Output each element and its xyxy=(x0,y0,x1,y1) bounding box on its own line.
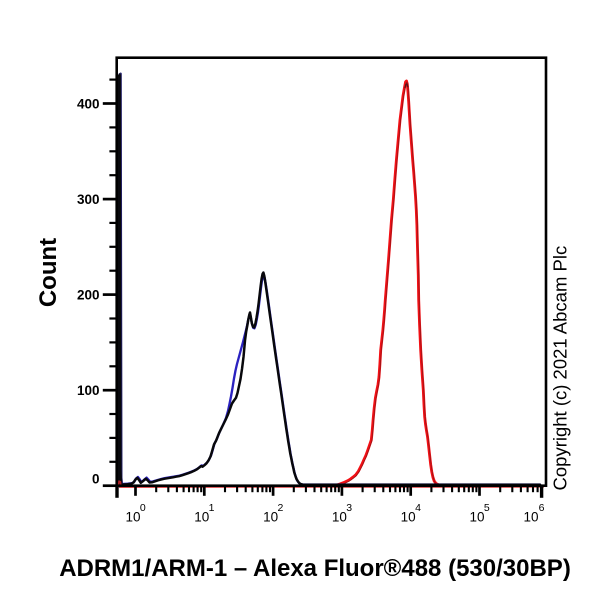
svg-text:3: 3 xyxy=(346,502,352,514)
svg-text:10: 10 xyxy=(263,510,278,525)
svg-text:10: 10 xyxy=(194,510,209,525)
svg-text:10: 10 xyxy=(125,510,140,525)
svg-text:200: 200 xyxy=(77,287,100,302)
svg-text:4: 4 xyxy=(415,502,421,514)
svg-text:10: 10 xyxy=(469,510,484,525)
svg-text:400: 400 xyxy=(77,96,100,111)
svg-text:10: 10 xyxy=(332,510,347,525)
svg-text:Copyright (c) 2021 Abcam Plc: Copyright (c) 2021 Abcam Plc xyxy=(550,246,571,491)
svg-text:10: 10 xyxy=(401,510,416,525)
svg-text:300: 300 xyxy=(77,192,100,207)
svg-text:Count: Count xyxy=(35,238,62,307)
svg-text:5: 5 xyxy=(484,502,490,514)
svg-text:10: 10 xyxy=(523,510,538,525)
svg-text:ADRM1/ARM-1 – Alexa Fluor®488: ADRM1/ARM-1 – Alexa Fluor®488 (530/30BP) xyxy=(59,555,571,582)
svg-text:6: 6 xyxy=(539,502,545,514)
svg-text:100: 100 xyxy=(77,383,100,398)
svg-text:2: 2 xyxy=(277,502,283,514)
svg-text:1: 1 xyxy=(209,502,215,514)
svg-text:0: 0 xyxy=(140,502,146,514)
svg-text:0: 0 xyxy=(92,472,100,487)
